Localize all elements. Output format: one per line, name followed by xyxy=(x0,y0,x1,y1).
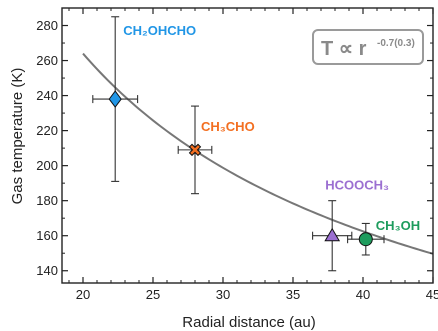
triangle-marker xyxy=(324,227,341,242)
y-tick-label: 260 xyxy=(36,53,58,68)
plot-frame xyxy=(61,7,434,284)
y-tick-label: 200 xyxy=(36,158,58,173)
y-tick-label: 160 xyxy=(36,228,58,243)
y-tick-label: 280 xyxy=(36,18,58,33)
cross-marker xyxy=(188,143,202,157)
x-tick-label: 20 xyxy=(76,287,90,302)
formula-frame xyxy=(312,29,424,65)
point-label: CH₃OH xyxy=(376,218,420,233)
data-points: CH₂OHCHO CH₃CHO HCOOCH₃ CH₃OH xyxy=(92,16,420,272)
y-tick-label: 240 xyxy=(36,88,58,103)
axes: 20 25 30 35 40 45 140 160 180 200 220 240 260 280 xyxy=(36,7,438,302)
point-label: HCOOCH₃ xyxy=(325,178,389,193)
y-axis-title: Gas temperature (K) xyxy=(9,68,26,205)
fit-layer xyxy=(82,52,434,255)
data-point: HCOOCH₃ xyxy=(312,178,389,272)
point-label: CH₂OHCHO xyxy=(123,23,196,38)
fit-curve xyxy=(82,52,434,255)
fit-formula-box: T ∝ r -0.7(0.3) xyxy=(312,29,424,65)
x-axis-title: Radial distance (au) xyxy=(182,314,315,331)
fit-formula: T ∝ r xyxy=(321,38,367,60)
x-tick-label: 25 xyxy=(146,287,160,302)
data-point: CH₃OH xyxy=(347,218,420,256)
y-tick-label: 220 xyxy=(36,123,58,138)
data-point: CH₂OHCHO xyxy=(92,16,196,182)
y-tick-label: 140 xyxy=(36,263,58,278)
data-point: CH₃CHO xyxy=(177,105,255,195)
x-tick-label: 35 xyxy=(286,287,300,302)
point-label: CH₃CHO xyxy=(201,119,255,134)
y-tick-label: 180 xyxy=(36,193,58,208)
fit-exponent: -0.7(0.3) xyxy=(377,38,415,49)
x-tick-label: 30 xyxy=(216,287,230,302)
x-tick-label: 45 xyxy=(426,287,438,302)
x-tick-label: 40 xyxy=(356,287,370,302)
circle-marker xyxy=(358,232,373,247)
diamond-marker xyxy=(108,90,122,108)
